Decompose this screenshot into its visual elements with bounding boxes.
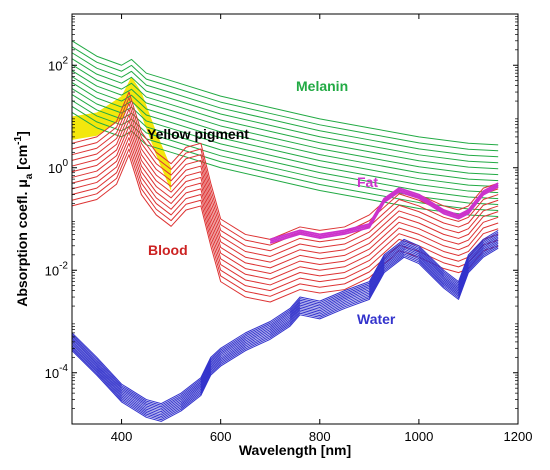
blood-series-line [71, 137, 499, 286]
blood-series-line [71, 125, 499, 275]
x-tick-label: 600 [210, 429, 232, 444]
y-ticks: 10-4 10-2 100 102 [45, 15, 518, 409]
fat-series-line [269, 184, 499, 243]
melanin-series-line [71, 94, 499, 200]
blood-series-line [71, 114, 499, 263]
melanin-series-line [71, 76, 499, 182]
water-label: Water [357, 311, 396, 327]
series-lines [71, 40, 499, 422]
fat-series-line [269, 186, 499, 244]
y-axis-title-prefix: Absorption coefl. μ [14, 179, 30, 307]
y-axis-title-unit-exp: -1 [13, 135, 24, 144]
x-axis-title: Wavelength [nm] [239, 442, 351, 458]
water-series-line [71, 244, 499, 419]
blood-series-line [71, 131, 499, 280]
melanin-series-line [71, 64, 499, 170]
blood-series-line [71, 108, 499, 257]
melanin-series-line [71, 52, 499, 158]
plot-frame [71, 13, 519, 425]
blood-series-line [71, 142, 499, 292]
blood-series-line [71, 154, 499, 303]
y-tick-label: 100 [48, 158, 68, 176]
water-series-line [71, 229, 499, 405]
y-axis-title-unit-close: ] [14, 131, 30, 136]
water-series-line [71, 239, 499, 414]
x-tick-label: 1200 [504, 429, 533, 444]
melanin-series-line [71, 58, 499, 164]
fat-label: Fat [357, 174, 378, 190]
blood-series-line [71, 148, 499, 297]
melanin-series-line [71, 70, 499, 176]
x-ticks: 400 600 800 1000 1200 [111, 14, 533, 444]
water-series-line [71, 238, 499, 413]
fat-series-line [269, 182, 499, 241]
axes [71, 13, 519, 425]
melanin-series-line [71, 46, 499, 152]
melanin-series-line [71, 106, 499, 212]
x-tick-label: 400 [111, 429, 133, 444]
water-series-line [71, 234, 499, 409]
y-axis-title: Absorption coefl. μa [cm-1] [13, 131, 35, 307]
y-tick-label: 102 [48, 55, 68, 73]
water-series-line [71, 241, 499, 416]
melanin-label: Melanin [296, 78, 348, 94]
melanin-series-line [71, 88, 499, 194]
yellow-pigment-label: Yellow pigment [147, 126, 249, 142]
x-tick-label: 800 [309, 429, 331, 444]
water-series-line [71, 242, 499, 418]
y-axis-title-unit: [cm [14, 145, 30, 174]
melanin-series-line [71, 40, 499, 146]
blood-series-line [71, 102, 499, 252]
water-series-line [71, 246, 499, 421]
water-series-line [71, 236, 499, 411]
y-tick-label: 10-4 [45, 363, 69, 381]
melanin-series-line [71, 82, 499, 188]
blood-series-line [71, 120, 499, 269]
blood-label: Blood [148, 242, 188, 258]
blood-series-line [71, 91, 499, 240]
water-series-line [71, 233, 499, 408]
water-series-line [71, 247, 499, 422]
x-tick-label: 1000 [404, 429, 433, 444]
y-tick-label: 10-2 [45, 260, 69, 278]
y-axis-title-sub: a [24, 173, 35, 179]
water-series-line [71, 231, 499, 406]
